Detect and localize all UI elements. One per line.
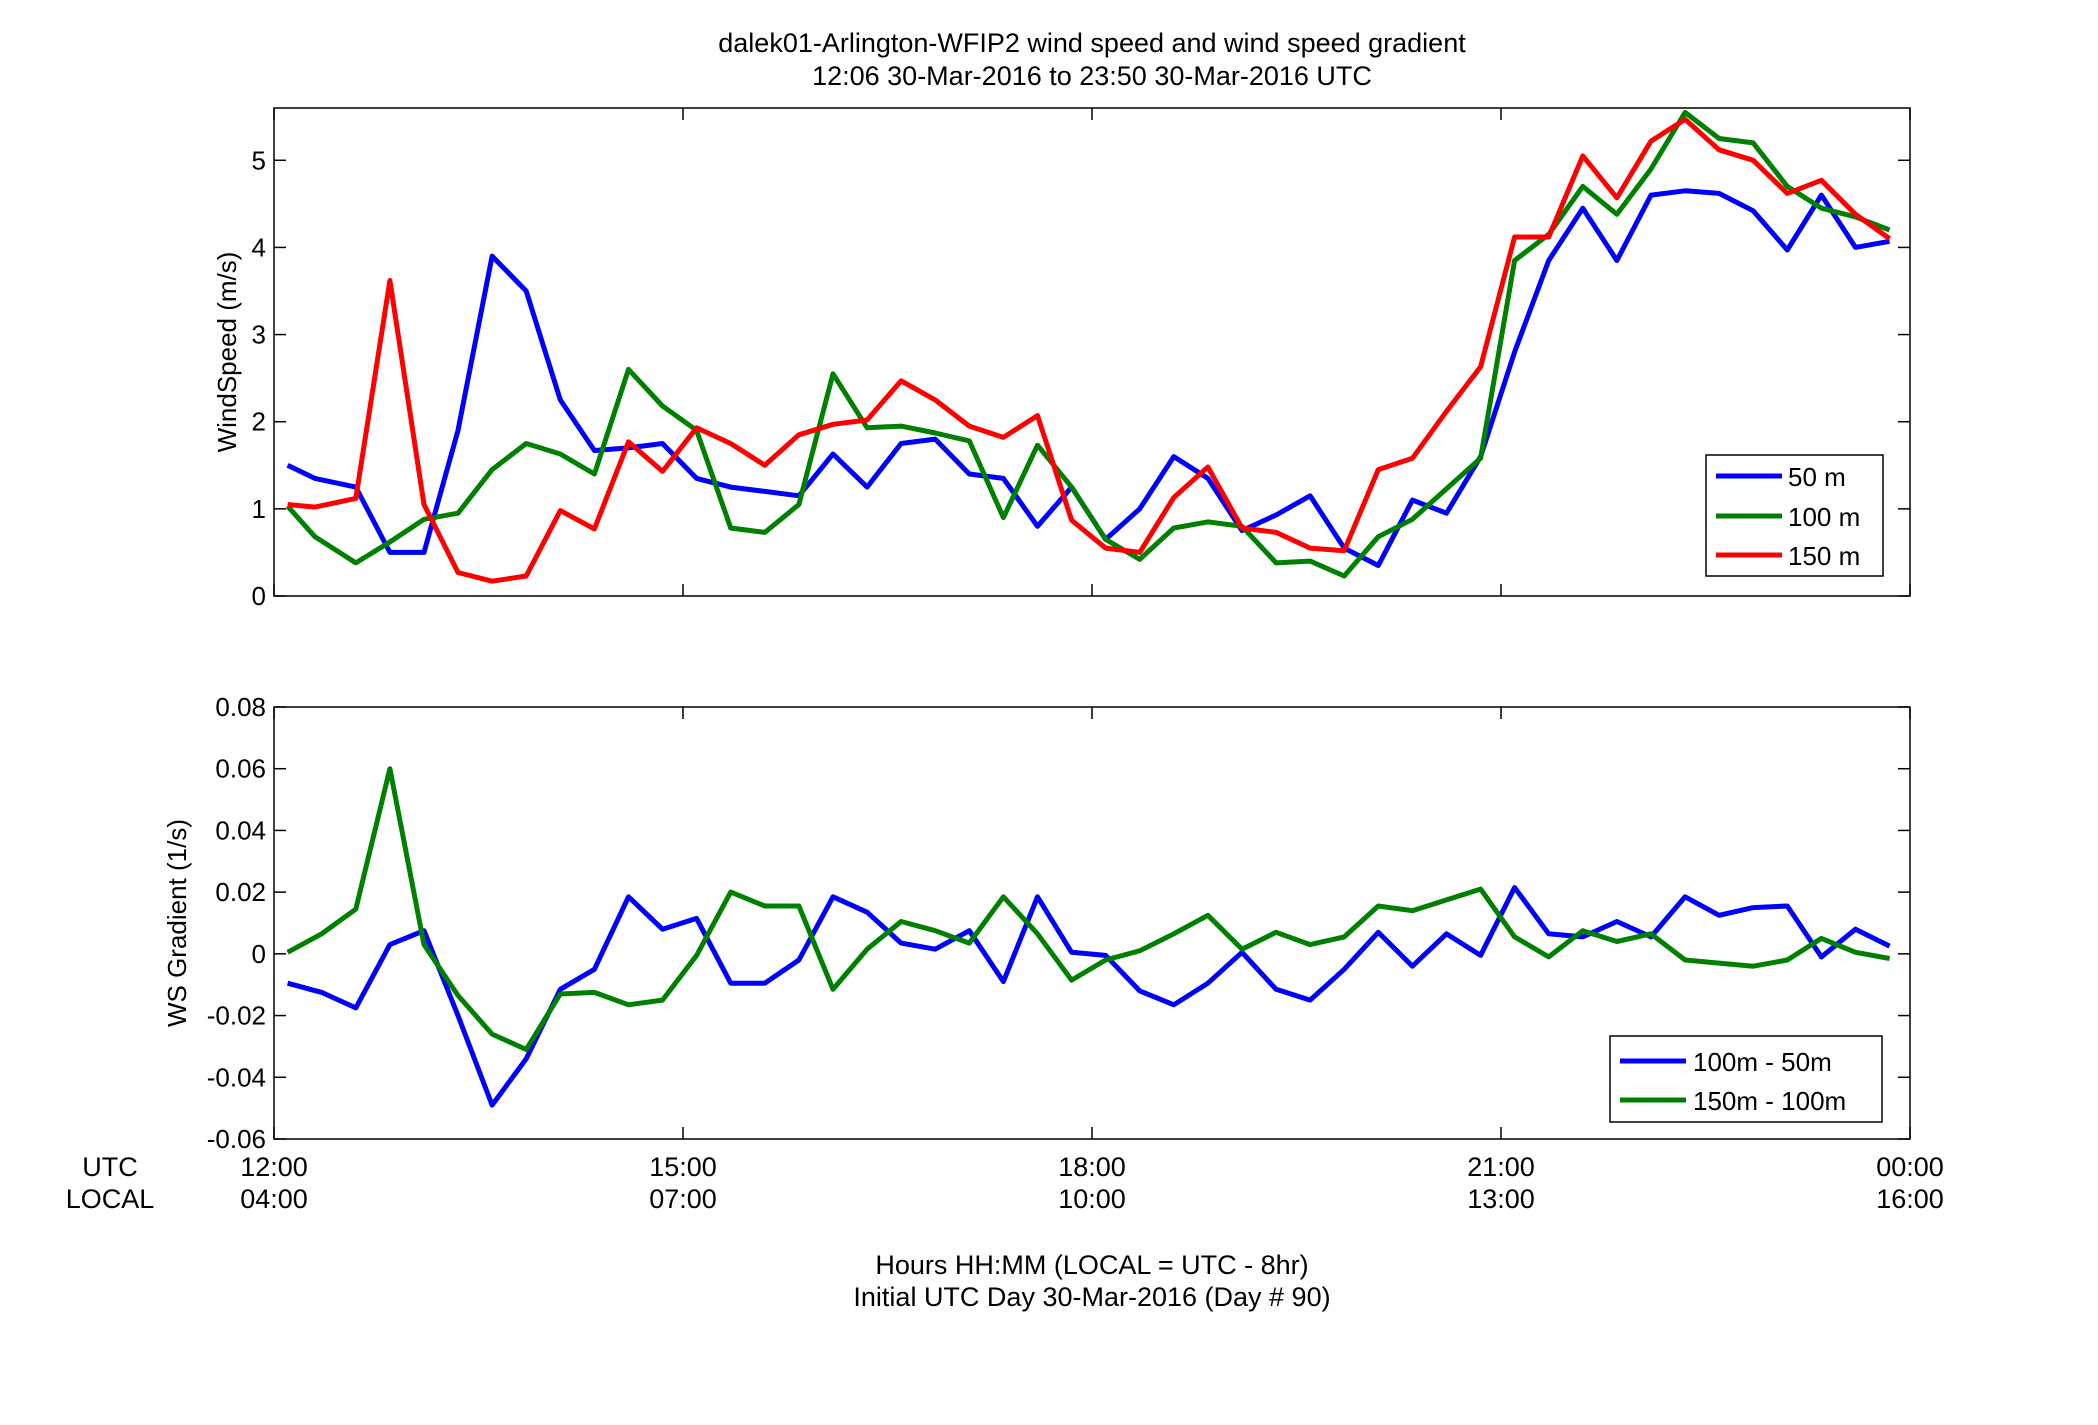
gradient-panel: -0.06 -0.04 -0.02 0 0.02 0.04 0.06 0.08 12:0004:… [162, 692, 1944, 1214]
windspeed-ytick-label: 4 [252, 232, 266, 262]
windspeed-ytick-label: 0 [252, 581, 266, 611]
xtick-label-local: 16:00 [1876, 1184, 1944, 1214]
gradient-ytick-label: 0.06 [215, 754, 266, 784]
xtick-label-local: 10:00 [1058, 1184, 1126, 1214]
legend-label-100m-50m: 100m - 50m [1693, 1047, 1832, 1077]
chart-title-line1: dalek01-Arlington-WFIP2 wind speed and w… [718, 28, 1466, 58]
windspeed-ytick-label: 1 [252, 494, 266, 524]
gradient-ytick-label: 0.04 [215, 815, 266, 845]
windspeed-series-line-2 [287, 116, 1892, 584]
gradient-ytick-label: 0 [252, 939, 266, 969]
xtick-label-local: 04:00 [240, 1184, 308, 1214]
windspeed-ytick-label: 5 [252, 145, 266, 175]
legend-label-100m: 100 m [1788, 502, 1860, 532]
x-axis-label-line1: Hours HH:MM (LOCAL = UTC - 8hr) [875, 1250, 1308, 1280]
gradient-series-line-1 [286, 766, 1891, 1052]
xtick-label-utc: 15:00 [649, 1152, 717, 1182]
gradient-lines [286, 766, 1891, 1108]
legend-label-50m: 50 m [1788, 462, 1846, 492]
xtick-label-local: 07:00 [649, 1184, 717, 1214]
gradient-ytick-label: -0.06 [207, 1124, 266, 1154]
gradient-ticks: -0.06 -0.04 -0.02 0 0.02 0.04 0.06 0.08 12:0004:… [207, 692, 1944, 1214]
windspeed-ytick-label: 2 [252, 407, 266, 437]
xtick-label-utc: 18:00 [1058, 1152, 1126, 1182]
gradient-legend-box [1609, 1035, 1883, 1123]
windspeed-ylabel: WindSpeed (m/s) [212, 252, 242, 453]
local-row-label: LOCAL [66, 1184, 155, 1214]
legend-label-150m-100m: 150m - 100m [1693, 1086, 1846, 1116]
gradient-ytick-label: 0.08 [215, 692, 266, 722]
xtick-label-utc: 00:00 [1876, 1152, 1944, 1182]
xtick-label-utc: 12:00 [240, 1152, 308, 1182]
gradient-ytick-label: 0.02 [215, 877, 266, 907]
windspeed-ytick-label: 3 [252, 320, 266, 350]
xtick-label-utc: 21:00 [1467, 1152, 1535, 1182]
utc-row-label: UTC [82, 1152, 138, 1182]
gradient-ytick-label: -0.04 [207, 1062, 266, 1092]
chart-title-line2: 12:06 30-Mar-2016 to 23:50 30-Mar-2016 U… [812, 61, 1372, 91]
gradient-ylabel: WS Gradient (1/s) [162, 819, 192, 1027]
windspeed-ticks: 0 1 2 3 4 5 [252, 108, 1911, 611]
windspeed-panel: 0 1 2 3 4 5 WindSpeed (m/s) 50 m 100 m 150 m [212, 107, 1911, 611]
xtick-label-local: 13:00 [1467, 1184, 1535, 1214]
windspeed-lines [285, 109, 1892, 584]
legend-label-150m: 150 m [1788, 541, 1860, 571]
x-axis-label-line2: Initial UTC Day 30-Mar-2016 (Day # 90) [853, 1282, 1330, 1312]
windspeed-legend: 50 m 100 m 150 m [1705, 454, 1884, 577]
windspeed-series-line-1 [285, 109, 1891, 579]
gradient-ytick-label: -0.02 [207, 1001, 266, 1031]
gradient-legend: 100m - 50m 150m - 100m [1609, 1035, 1883, 1123]
